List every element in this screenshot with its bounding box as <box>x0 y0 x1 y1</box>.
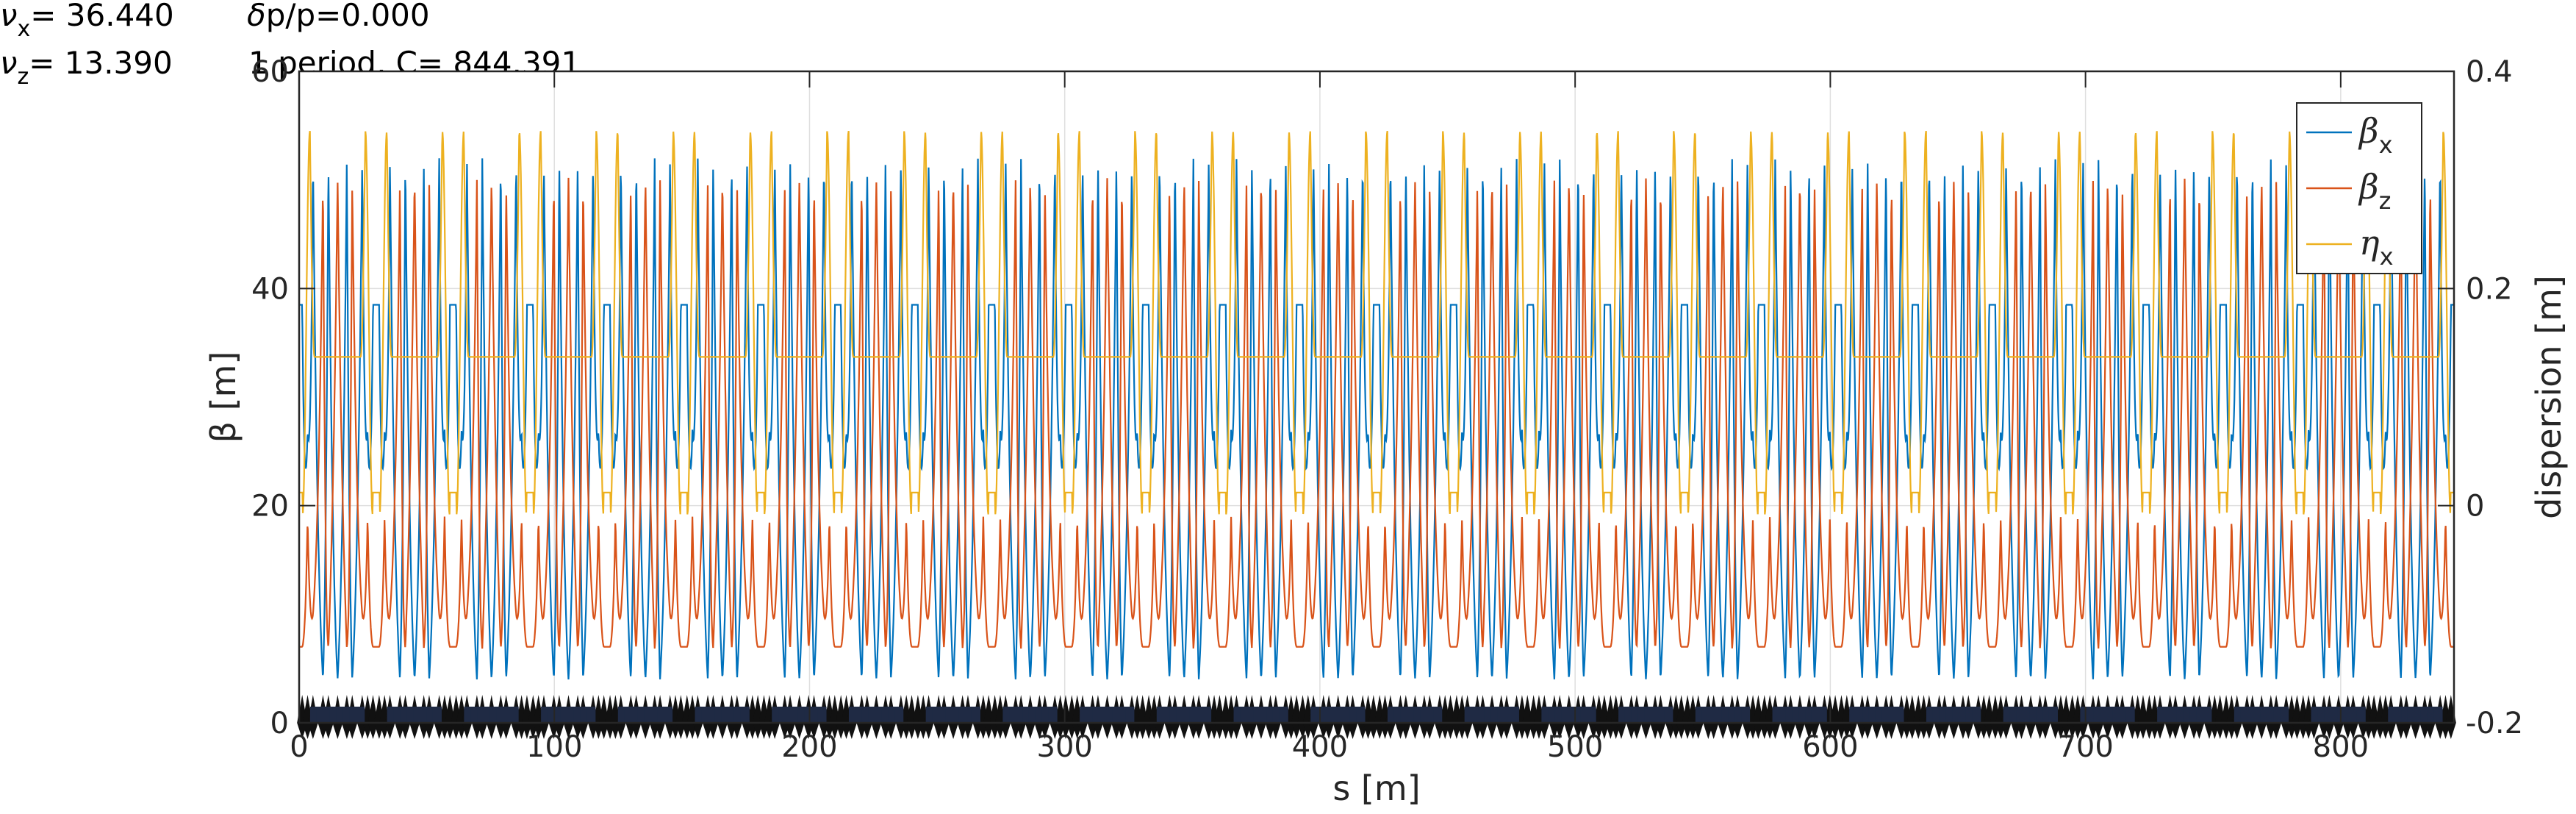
x-tick-label: 800 <box>2313 730 2369 764</box>
x-tick-label: 500 <box>1547 730 1603 764</box>
y-right-tick-label: -0.2 <box>2466 707 2523 740</box>
dipole-marker <box>356 707 365 723</box>
quadrupole-marker <box>1906 695 1917 739</box>
dipole-marker <box>1125 707 1135 723</box>
quadrupole-marker <box>1137 695 1148 739</box>
quadrupole-marker <box>675 695 686 739</box>
y-left-tick-label: 0 <box>270 707 289 740</box>
dipole-marker <box>740 707 750 723</box>
quadrupole-marker <box>2369 695 2380 739</box>
quadrupole-marker <box>1368 695 1379 739</box>
momentum-offset-label: δp/p=0.000 <box>247 0 430 33</box>
quadrupole-marker <box>1830 695 1841 739</box>
quadrupole-marker <box>1753 695 1764 739</box>
dipole-marker <box>971 707 980 723</box>
y-left-tick-label: 40 <box>251 272 289 306</box>
quadrupole-marker <box>521 695 532 739</box>
series-line-βx <box>299 158 2454 679</box>
dipole-marker <box>2203 707 2212 723</box>
quadrupole-marker <box>1522 695 1533 739</box>
dipole-marker <box>1972 707 1981 723</box>
quadrupole-marker <box>1676 695 1687 739</box>
axis-ticks: 0 100 200 300 400 500 600 700 800 0 20 40 60 -0.2 0 0.2… <box>251 55 2523 764</box>
plot-area <box>299 71 2454 723</box>
dipole-marker <box>1356 707 1366 723</box>
y-right-axis-label: dispersion [m] <box>2529 275 2569 519</box>
element-markers <box>297 695 2456 739</box>
dipole-marker <box>894 707 904 723</box>
series-lines <box>299 131 2454 679</box>
dipole-marker <box>1279 707 1288 723</box>
x-tick-label: 100 <box>526 730 582 764</box>
quadrupole-marker <box>367 695 378 739</box>
dipole-marker <box>2125 707 2135 723</box>
dipole-marker <box>509 707 519 723</box>
x-axis-label: s [m] <box>1332 768 1420 808</box>
dipole-marker <box>1048 707 1058 723</box>
dipole-marker <box>1587 707 1596 723</box>
dipole-marker <box>664 707 673 723</box>
quadrupole-marker <box>1291 695 1302 739</box>
quadrupole-marker <box>1214 695 1225 739</box>
x-tick-label: 0 <box>290 730 308 764</box>
quadrupole-marker <box>1445 695 1456 739</box>
dipole-marker <box>1895 707 1904 723</box>
quadrupole-marker <box>1599 695 1610 739</box>
quadrupole-marker <box>2445 695 2456 739</box>
x-tick-label: 400 <box>1292 730 1348 764</box>
dipole-marker <box>432 707 442 723</box>
y-right-tick-label: 0 <box>2466 490 2484 524</box>
quadrupole-marker <box>598 695 609 739</box>
dipole-marker <box>2433 707 2443 723</box>
x-tick-label: 200 <box>781 730 837 764</box>
dipole-marker <box>1741 707 1751 723</box>
y-left-axis-label: β [m] <box>204 351 243 443</box>
plot-frame <box>298 70 2455 724</box>
y-left-tick-label: 60 <box>251 55 289 89</box>
quadrupole-marker <box>829 695 840 739</box>
quadrupole-marker <box>1060 695 1071 739</box>
x-tick-label: 700 <box>2057 730 2113 764</box>
dipole-marker <box>1510 707 1519 723</box>
dipole-marker <box>2048 707 2058 723</box>
dipole-marker <box>2280 707 2289 723</box>
quadrupole-marker <box>1984 695 1995 739</box>
quadrupole-marker <box>983 695 994 739</box>
series-line-βz <box>299 177 2454 649</box>
dipole-marker <box>586 707 596 723</box>
x-tick-label: 300 <box>1037 730 1093 764</box>
dipole-marker <box>1202 707 1212 723</box>
dipole-marker <box>817 707 827 723</box>
dipole-marker <box>1664 707 1673 723</box>
dipole-marker <box>1818 707 1827 723</box>
quadrupole-marker <box>906 695 917 739</box>
dipole-marker <box>2356 707 2366 723</box>
quadrupole-marker <box>2137 695 2148 739</box>
nuz-label: νz= 13.390 <box>0 45 173 90</box>
quadrupole-marker <box>2214 695 2225 739</box>
y-right-tick-label: 0.2 <box>2466 272 2513 306</box>
quadrupole-marker <box>445 695 456 739</box>
series-line-ηx <box>299 131 2454 515</box>
nux-label: νx= 36.440 <box>0 0 174 42</box>
x-tick-label: 600 <box>1802 730 1858 764</box>
y-left-tick-label: 20 <box>251 490 289 524</box>
y-right-tick-label: 0.4 <box>2466 55 2513 89</box>
quadrupole-marker <box>2292 695 2303 739</box>
quadrupole-marker <box>753 695 764 739</box>
dipole-marker <box>1433 707 1443 723</box>
quadrupole-marker <box>2061 695 2072 739</box>
